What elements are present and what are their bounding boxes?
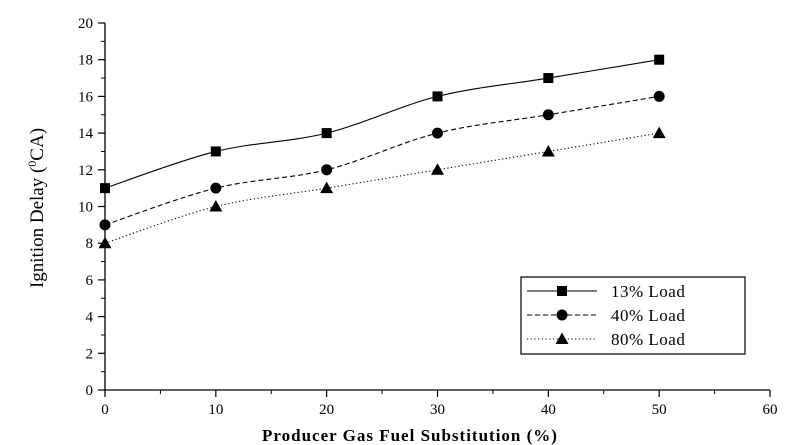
y-axis-title-superscript: 0 <box>25 161 39 167</box>
data-point <box>210 146 221 157</box>
legend-label: 80% Load <box>611 330 685 349</box>
data-point <box>321 164 333 176</box>
data-point <box>320 181 334 194</box>
series-line <box>104 59 660 189</box>
data-point <box>209 200 223 212</box>
data-point <box>432 91 443 102</box>
series-line <box>104 95 660 226</box>
legend-marker <box>555 332 569 344</box>
y-axis-title-main: Ignition Delay <box>27 177 48 288</box>
x-axis-title: Producer Gas Fuel Substitution (%) <box>262 426 558 445</box>
x-tick-label: 60 <box>763 402 778 418</box>
y-tick-label: 8 <box>86 236 94 252</box>
legend-item: 80% Load <box>527 330 685 349</box>
data-point <box>653 90 665 102</box>
y-axis: 0 2 4 6 8 10 12 14 16 18 20 <box>78 16 106 399</box>
data-point <box>98 236 112 249</box>
x-tick-label: 10 <box>208 402 223 418</box>
x-tick-label: 50 <box>652 402 667 418</box>
legend-marker <box>556 309 568 321</box>
series-3 <box>98 126 666 249</box>
data-point <box>99 219 111 231</box>
data-point <box>100 183 110 194</box>
legend-marker <box>557 286 567 296</box>
legend-label: 40% Load <box>611 306 685 325</box>
y-tick-label: 4 <box>86 310 94 326</box>
data-point <box>432 127 443 139</box>
x-tick-label: 0 <box>101 402 109 418</box>
data-point <box>321 128 332 139</box>
y-tick-label: 6 <box>86 273 94 289</box>
series-1 <box>100 54 665 194</box>
y-tick-label: 18 <box>78 53 93 69</box>
data-point <box>543 73 554 84</box>
y-axis-title-unit: CA) <box>27 128 48 161</box>
data-point <box>652 126 666 139</box>
y-axis-title: Ignition Delay (0CA) <box>25 128 48 288</box>
x-tick-label: 40 <box>541 402 556 418</box>
x-axis: 0 10 20 30 40 50 60 <box>101 389 778 418</box>
x-tick-label: 30 <box>430 402 445 418</box>
data-point <box>542 109 554 121</box>
data-point <box>431 163 444 175</box>
legend-item: 13% Load <box>527 282 685 301</box>
y-tick-label: 16 <box>78 89 94 105</box>
y-tick-label: 10 <box>78 200 93 216</box>
data-point <box>654 54 665 65</box>
data-point <box>210 182 222 194</box>
data-point <box>541 144 555 157</box>
y-tick-label: 20 <box>78 16 93 32</box>
y-tick-label: 14 <box>78 126 94 142</box>
y-tick-label: 2 <box>86 346 94 362</box>
series-2 <box>99 90 665 231</box>
y-tick-label: 0 <box>86 383 94 399</box>
legend: 13% Load 40% Load 80% Load <box>520 276 746 355</box>
plot-series <box>98 54 666 249</box>
x-tick-label: 20 <box>319 402 334 418</box>
legend-label: 13% Load <box>611 282 685 301</box>
y-tick-label: 12 <box>78 163 93 179</box>
series-line <box>104 132 660 244</box>
legend-item: 40% Load <box>527 306 685 325</box>
